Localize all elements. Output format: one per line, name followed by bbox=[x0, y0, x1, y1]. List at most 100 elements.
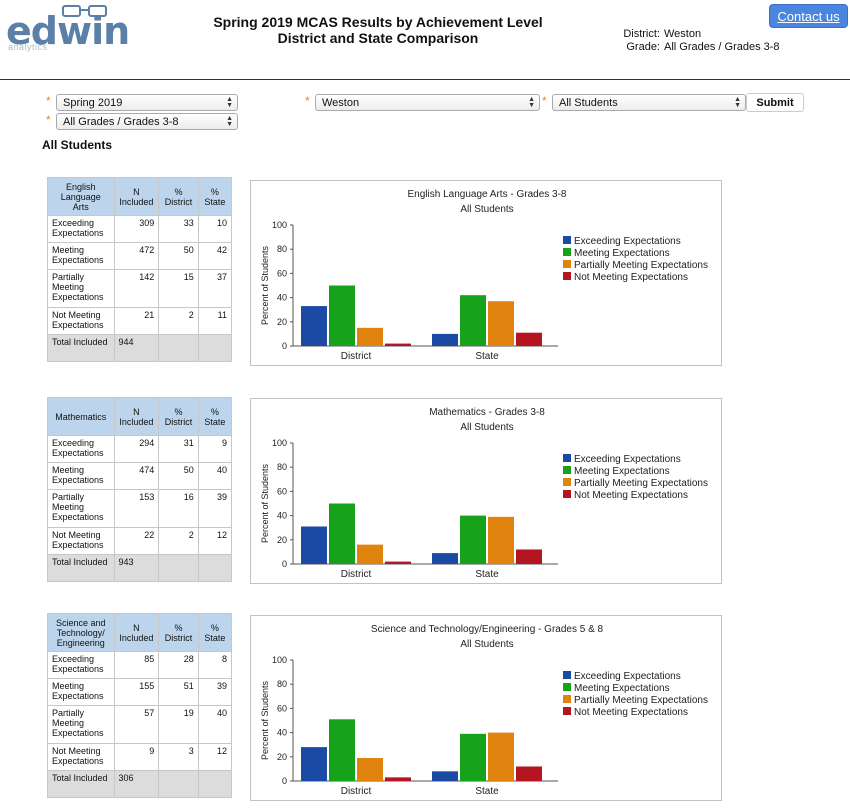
select-arrows-icon: ▲ ▼ bbox=[226, 96, 233, 109]
table-header-cell: % District bbox=[158, 177, 199, 216]
table-header-cell: % State bbox=[197, 397, 233, 436]
chart-math: Mathematics - Grades 3-8 All Students 0 20 4… bbox=[250, 398, 722, 584]
bar-not bbox=[516, 549, 542, 564]
table-header-cell: N Included bbox=[113, 177, 160, 216]
contact-us-button[interactable]: Contact us bbox=[769, 4, 848, 28]
select-arrows-icon: ▲ ▼ bbox=[528, 96, 535, 109]
table-total-cell: Total Included bbox=[47, 334, 115, 362]
legend-label: Exceeding Expectations bbox=[574, 671, 681, 682]
table-cell: 50 bbox=[158, 242, 199, 270]
legend-swatch bbox=[563, 260, 571, 268]
legend-label: Exceeding Expectations bbox=[574, 236, 681, 247]
chart-subtitle: All Students bbox=[460, 422, 513, 433]
table-total-cell bbox=[158, 554, 199, 582]
table-row: Not Meeting Expectations 9 3 12 bbox=[47, 743, 233, 771]
logo-wordmark: edwin bbox=[6, 9, 130, 53]
grade-select-value: All Grades / Grades 3-8 bbox=[63, 115, 179, 128]
bar-meeting bbox=[329, 503, 355, 564]
y-tick-label: 100 bbox=[272, 438, 287, 448]
table-cell: 474 bbox=[113, 462, 160, 490]
bar-partially bbox=[357, 544, 383, 564]
students-select[interactable]: All Students ▲ ▼ bbox=[552, 94, 746, 111]
grade-value: All Grades / Grades 3-8 bbox=[664, 41, 780, 53]
y-tick-label: 0 bbox=[282, 559, 287, 569]
table-cell: 28 bbox=[158, 651, 199, 679]
table-total-cell bbox=[158, 334, 199, 362]
table-header-cell: % State bbox=[197, 613, 233, 652]
required-marker: * bbox=[46, 113, 51, 127]
table-cell: Partially Meeting Expectations bbox=[47, 269, 115, 308]
district-select[interactable]: Weston ▲ ▼ bbox=[315, 94, 540, 111]
table-row: Meeting Expectations 155 51 39 bbox=[47, 678, 233, 706]
y-tick-label: 20 bbox=[277, 535, 287, 545]
bar-chart-svg: Science and Technology/Engineering - Gra… bbox=[260, 624, 708, 797]
page-title-line2: District and State Comparison bbox=[277, 30, 479, 46]
table-cell: 472 bbox=[113, 242, 160, 270]
table-row: Partially Meeting Expectations 142 15 37 bbox=[47, 269, 233, 308]
grade-label: Grade: bbox=[626, 41, 660, 53]
table-cell: 40 bbox=[197, 462, 233, 490]
table-total-row: Total Included 943 bbox=[47, 554, 233, 582]
legend-label: Meeting Expectations bbox=[574, 683, 670, 694]
students-select-value: All Students bbox=[559, 96, 618, 109]
legend-swatch bbox=[563, 707, 571, 715]
submit-button[interactable]: Submit bbox=[746, 93, 804, 112]
table-header-cell: Mathematics bbox=[47, 397, 115, 436]
chart-title: Science and Technology/Engineering - Gra… bbox=[371, 624, 604, 635]
bar-partially bbox=[488, 516, 514, 564]
table-header-cell: % State bbox=[197, 177, 233, 216]
table-cell: 2 bbox=[158, 527, 199, 555]
legend-label: Partially Meeting Expectations bbox=[574, 478, 708, 489]
legend-label: Partially Meeting Expectations bbox=[574, 260, 708, 271]
bar-meeting bbox=[329, 285, 355, 346]
y-tick-label: 60 bbox=[277, 486, 287, 496]
table-cell: 142 bbox=[113, 269, 160, 308]
table-cell: 10 bbox=[197, 215, 233, 243]
chart-science: Science and Technology/Engineering - Gra… bbox=[250, 615, 722, 801]
table-cell: 309 bbox=[113, 215, 160, 243]
legend-label: Not Meeting Expectations bbox=[574, 707, 688, 718]
table-cell: 155 bbox=[113, 678, 160, 706]
table-cell: 3 bbox=[158, 743, 199, 771]
y-tick-label: 20 bbox=[277, 317, 287, 327]
table-row: Not Meeting Expectations 21 2 11 bbox=[47, 307, 233, 335]
table-header-cell: English Language Arts bbox=[47, 177, 115, 216]
year-select[interactable]: Spring 2019 ▲ ▼ bbox=[56, 94, 238, 111]
table-cell: 40 bbox=[197, 705, 233, 744]
year-select-value: Spring 2019 bbox=[63, 96, 123, 109]
legend-label: Partially Meeting Expectations bbox=[574, 695, 708, 706]
table-cell: Not Meeting Expectations bbox=[47, 307, 115, 335]
table-cell: Partially Meeting Expectations bbox=[47, 489, 115, 528]
table-cell: 2 bbox=[158, 307, 199, 335]
x-category-label: District bbox=[341, 569, 372, 580]
table-header-cell: % District bbox=[158, 397, 199, 436]
table-cell: 8 bbox=[197, 651, 233, 679]
bar-meeting bbox=[329, 719, 355, 781]
required-marker: * bbox=[46, 94, 51, 108]
bar-exceeding bbox=[301, 526, 327, 564]
bar-not bbox=[385, 561, 411, 564]
table-cell: 153 bbox=[113, 489, 160, 528]
legend-swatch bbox=[563, 671, 571, 679]
bar-meeting bbox=[460, 733, 486, 781]
table-row: Exceeding Expectations 85 28 8 bbox=[47, 651, 233, 679]
edwin-logo[interactable]: edwin analytics bbox=[6, 4, 130, 54]
legend-swatch bbox=[563, 695, 571, 703]
table-header-row: English Language Arts N Included% Distric… bbox=[47, 177, 233, 216]
bar-exceeding bbox=[301, 747, 327, 781]
district-label: District: bbox=[623, 28, 660, 40]
legend-swatch bbox=[563, 272, 571, 280]
chart-title: Mathematics - Grades 3-8 bbox=[429, 407, 545, 418]
required-marker: * bbox=[542, 94, 547, 108]
bar-exceeding bbox=[432, 333, 458, 346]
required-marker: * bbox=[305, 94, 310, 108]
table-cell: 12 bbox=[197, 527, 233, 555]
y-tick-label: 60 bbox=[277, 703, 287, 713]
table-cell: 57 bbox=[113, 705, 160, 744]
table-cell: 21 bbox=[113, 307, 160, 335]
y-tick-label: 40 bbox=[277, 293, 287, 303]
y-tick-label: 20 bbox=[277, 752, 287, 762]
table-total-cell: Total Included bbox=[47, 554, 115, 582]
table-header-cell: N Included bbox=[113, 397, 160, 436]
grade-select[interactable]: All Grades / Grades 3-8 ▲ ▼ bbox=[56, 113, 238, 130]
